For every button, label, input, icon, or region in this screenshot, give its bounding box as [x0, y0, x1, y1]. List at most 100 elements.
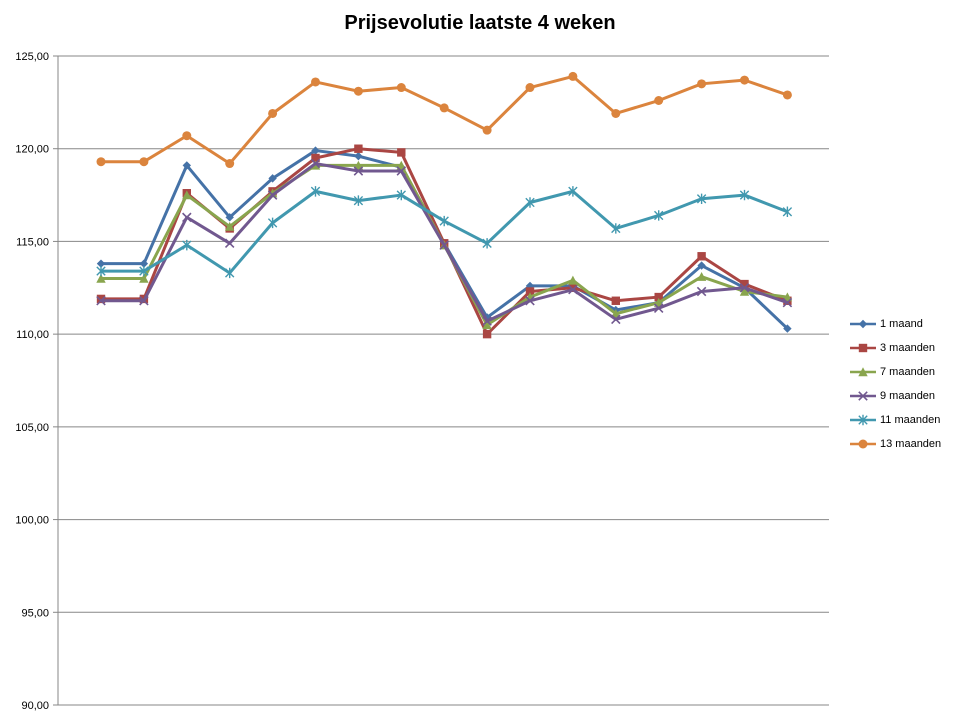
- data-point: [858, 391, 868, 401]
- legend-swatch: [850, 439, 876, 449]
- data-point: [182, 131, 192, 141]
- data-point: [396, 160, 406, 170]
- data-point: [783, 324, 792, 333]
- data-point: [354, 151, 363, 161]
- legend-item: 11 maanden: [848, 408, 941, 432]
- legend-swatch: [850, 414, 876, 426]
- data-point: [353, 195, 364, 206]
- y-tick-label: 90,00: [21, 700, 49, 712]
- data-point: [310, 186, 321, 197]
- data-point: [353, 166, 364, 176]
- legend-label: 1 maand: [880, 318, 923, 330]
- data-point: [654, 210, 664, 221]
- legend-label: 13 maanden: [880, 438, 942, 450]
- legend-swatch: [850, 367, 876, 377]
- data-point: [654, 96, 664, 106]
- legend-swatch: [850, 343, 876, 353]
- data-point: [654, 292, 663, 302]
- data-point: [482, 329, 492, 339]
- data-point: [311, 146, 320, 155]
- series-line: [101, 189, 788, 275]
- data-point: [182, 212, 192, 223]
- data-point: [525, 287, 535, 296]
- data-point: [782, 292, 793, 302]
- data-point: [653, 303, 664, 313]
- data-point: [525, 296, 535, 306]
- y-tick-label: 100,00: [15, 515, 49, 527]
- data-point: [696, 286, 707, 297]
- data-point: [739, 286, 750, 296]
- data-point: [740, 75, 749, 85]
- data-point: [782, 297, 793, 308]
- series-13-maanden: [96, 71, 792, 169]
- data-point: [568, 275, 578, 285]
- data-point: [224, 238, 235, 249]
- data-point: [568, 71, 578, 81]
- data-point: [182, 161, 191, 170]
- data-point: [225, 159, 235, 169]
- data-point: [611, 296, 620, 305]
- data-point: [267, 190, 278, 200]
- data-point: [858, 414, 868, 426]
- data-point: [439, 103, 449, 113]
- y-tick-label: 120,00: [15, 144, 49, 156]
- data-point: [396, 189, 406, 201]
- data-point: [697, 261, 706, 270]
- series-9-maanden: [96, 158, 793, 326]
- data-point: [310, 158, 321, 169]
- data-point: [439, 240, 449, 250]
- data-point: [525, 83, 535, 93]
- data-point: [697, 252, 706, 261]
- data-point: [139, 259, 149, 268]
- data-point: [782, 90, 792, 100]
- data-point: [482, 320, 492, 330]
- series-line: [101, 74, 788, 166]
- data-point: [353, 160, 364, 170]
- data-point: [267, 217, 278, 229]
- data-point: [525, 197, 535, 208]
- data-point: [397, 148, 406, 157]
- data-point: [96, 294, 106, 304]
- data-point: [96, 273, 106, 283]
- series-11-maanden: [96, 186, 793, 279]
- data-point: [139, 265, 149, 277]
- data-point: [739, 189, 750, 201]
- legend-item: 9 maanden: [848, 384, 941, 408]
- data-point: [740, 279, 749, 289]
- data-point: [396, 166, 407, 176]
- data-point: [96, 296, 106, 306]
- data-point: [697, 79, 707, 89]
- legend-swatch: [850, 391, 876, 401]
- data-point: [311, 77, 320, 87]
- data-point: [568, 186, 578, 197]
- data-point: [858, 343, 868, 353]
- legend-label: 11 maanden: [880, 414, 941, 426]
- legend-item: 3 maanden: [848, 336, 941, 360]
- data-point: [139, 273, 149, 283]
- data-point: [858, 367, 868, 377]
- data-point: [139, 157, 149, 167]
- data-point: [182, 239, 192, 251]
- data-point: [482, 316, 492, 326]
- y-tick-label: 110,00: [16, 329, 49, 341]
- data-point: [139, 296, 149, 306]
- chart-legend: 1 maand 3 maanden 7 maanden 9 maanden 11 maa…: [848, 312, 941, 456]
- data-point: [782, 206, 793, 217]
- legend-label: 3 maanden: [880, 342, 936, 354]
- data-point: [353, 86, 363, 96]
- data-point: [225, 267, 235, 279]
- data-point: [696, 271, 707, 281]
- data-point: [268, 108, 278, 118]
- data-point: [654, 297, 664, 307]
- data-point: [482, 238, 492, 249]
- y-tick-label: 105,00: [15, 422, 49, 434]
- data-point: [225, 221, 235, 231]
- data-point: [611, 309, 621, 318]
- legend-swatch: [850, 319, 876, 329]
- y-tick-label: 115,00: [16, 236, 49, 248]
- data-point: [739, 283, 750, 293]
- data-point: [96, 265, 106, 277]
- data-point: [611, 223, 621, 234]
- legend-label: 7 maanden: [880, 366, 936, 378]
